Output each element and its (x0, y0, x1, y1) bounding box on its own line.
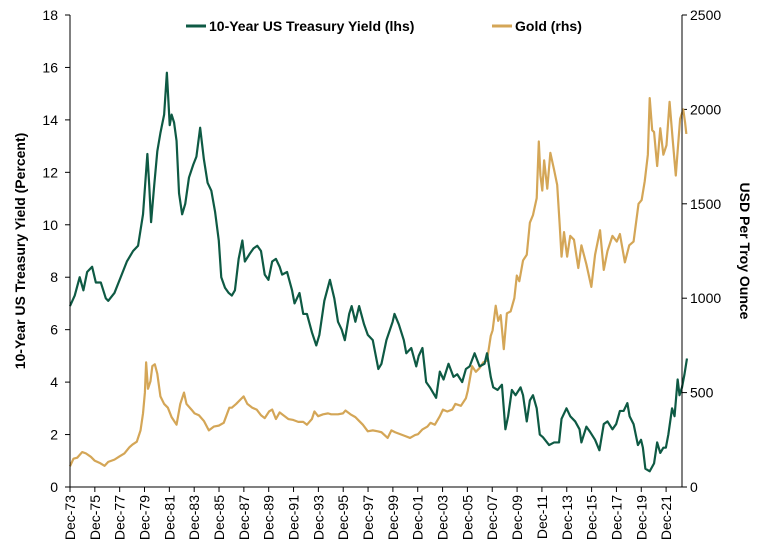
x-tick-label: Dec-75 (87, 495, 103, 540)
legend: 10-Year US Treasury Yield (lhs) Gold (rh… (186, 18, 582, 34)
left-tick-label: 2 (50, 427, 58, 443)
left-tick-label: 18 (42, 7, 58, 23)
x-tick-label: Dec-89 (261, 495, 277, 540)
right-tick-label: 2000 (690, 101, 721, 117)
left-axis-ticks: 0 2 4 6 8 10 12 14 16 18 (42, 7, 70, 495)
x-tick-label: Dec-19 (633, 495, 649, 540)
left-axis-title: 10-Year US Treasury Yield (Percent) (12, 133, 28, 370)
series-line-treasury-yield (68, 71, 689, 473)
right-tick-label: 2500 (690, 7, 721, 23)
x-tick-label: Dec-13 (559, 495, 575, 540)
x-tick-label: Dec-85 (211, 495, 227, 540)
right-axis-ticks: 0 500 1000 1500 2000 2500 (682, 7, 721, 495)
right-tick-label: 500 (690, 385, 714, 401)
left-tick-label: 4 (50, 374, 58, 390)
left-tick-label: 6 (50, 322, 58, 338)
legend-label-yield: 10-Year US Treasury Yield (lhs) (209, 18, 414, 34)
x-tick-label: Dec-11 (534, 495, 550, 539)
left-tick-label: 0 (50, 479, 58, 495)
right-tick-label: 1500 (690, 196, 721, 212)
x-tick-label: Dec-05 (459, 495, 475, 540)
left-tick-label: 12 (42, 164, 58, 180)
x-tick-label: Dec-01 (410, 495, 426, 540)
legend-label-gold: Gold (rhs) (515, 18, 582, 34)
left-tick-label: 16 (42, 59, 58, 75)
right-tick-label: 1000 (690, 290, 721, 306)
x-tick-label: Dec-07 (484, 495, 500, 540)
x-tick-label: Dec-79 (137, 495, 153, 540)
x-tick-label: Dec-91 (286, 495, 302, 540)
left-tick-label: 14 (42, 112, 58, 128)
left-tick-label: 10 (42, 217, 58, 233)
left-tick-label: 8 (50, 269, 58, 285)
x-tick-label: Dec-81 (161, 495, 177, 540)
right-tick-label: 0 (690, 479, 698, 495)
x-axis-ticks: Dec-73 Dec-75 Dec-77 Dec-79 Dec-81 Dec-83 Dec-… (62, 487, 674, 540)
series-layer (68, 71, 689, 473)
x-tick-label: Dec-73 (62, 495, 78, 540)
x-tick-label: Dec-15 (584, 495, 600, 540)
series-line-gold (69, 96, 688, 467)
x-tick-label: Dec-95 (335, 495, 351, 540)
x-tick-label: Dec-99 (385, 495, 401, 540)
x-tick-label: Dec-21 (658, 495, 674, 540)
x-tick-label: Dec-93 (310, 495, 326, 540)
x-tick-label: Dec-87 (236, 495, 252, 540)
x-tick-label: Dec-03 (435, 495, 451, 540)
x-tick-label: Dec-83 (186, 495, 202, 540)
x-tick-label: Dec-97 (360, 495, 376, 540)
x-tick-label: Dec-17 (608, 495, 624, 540)
x-tick-label: Dec-09 (509, 495, 525, 540)
right-axis-title: USD Per Troy Ounce (737, 183, 753, 320)
x-tick-label: Dec-77 (112, 495, 128, 540)
